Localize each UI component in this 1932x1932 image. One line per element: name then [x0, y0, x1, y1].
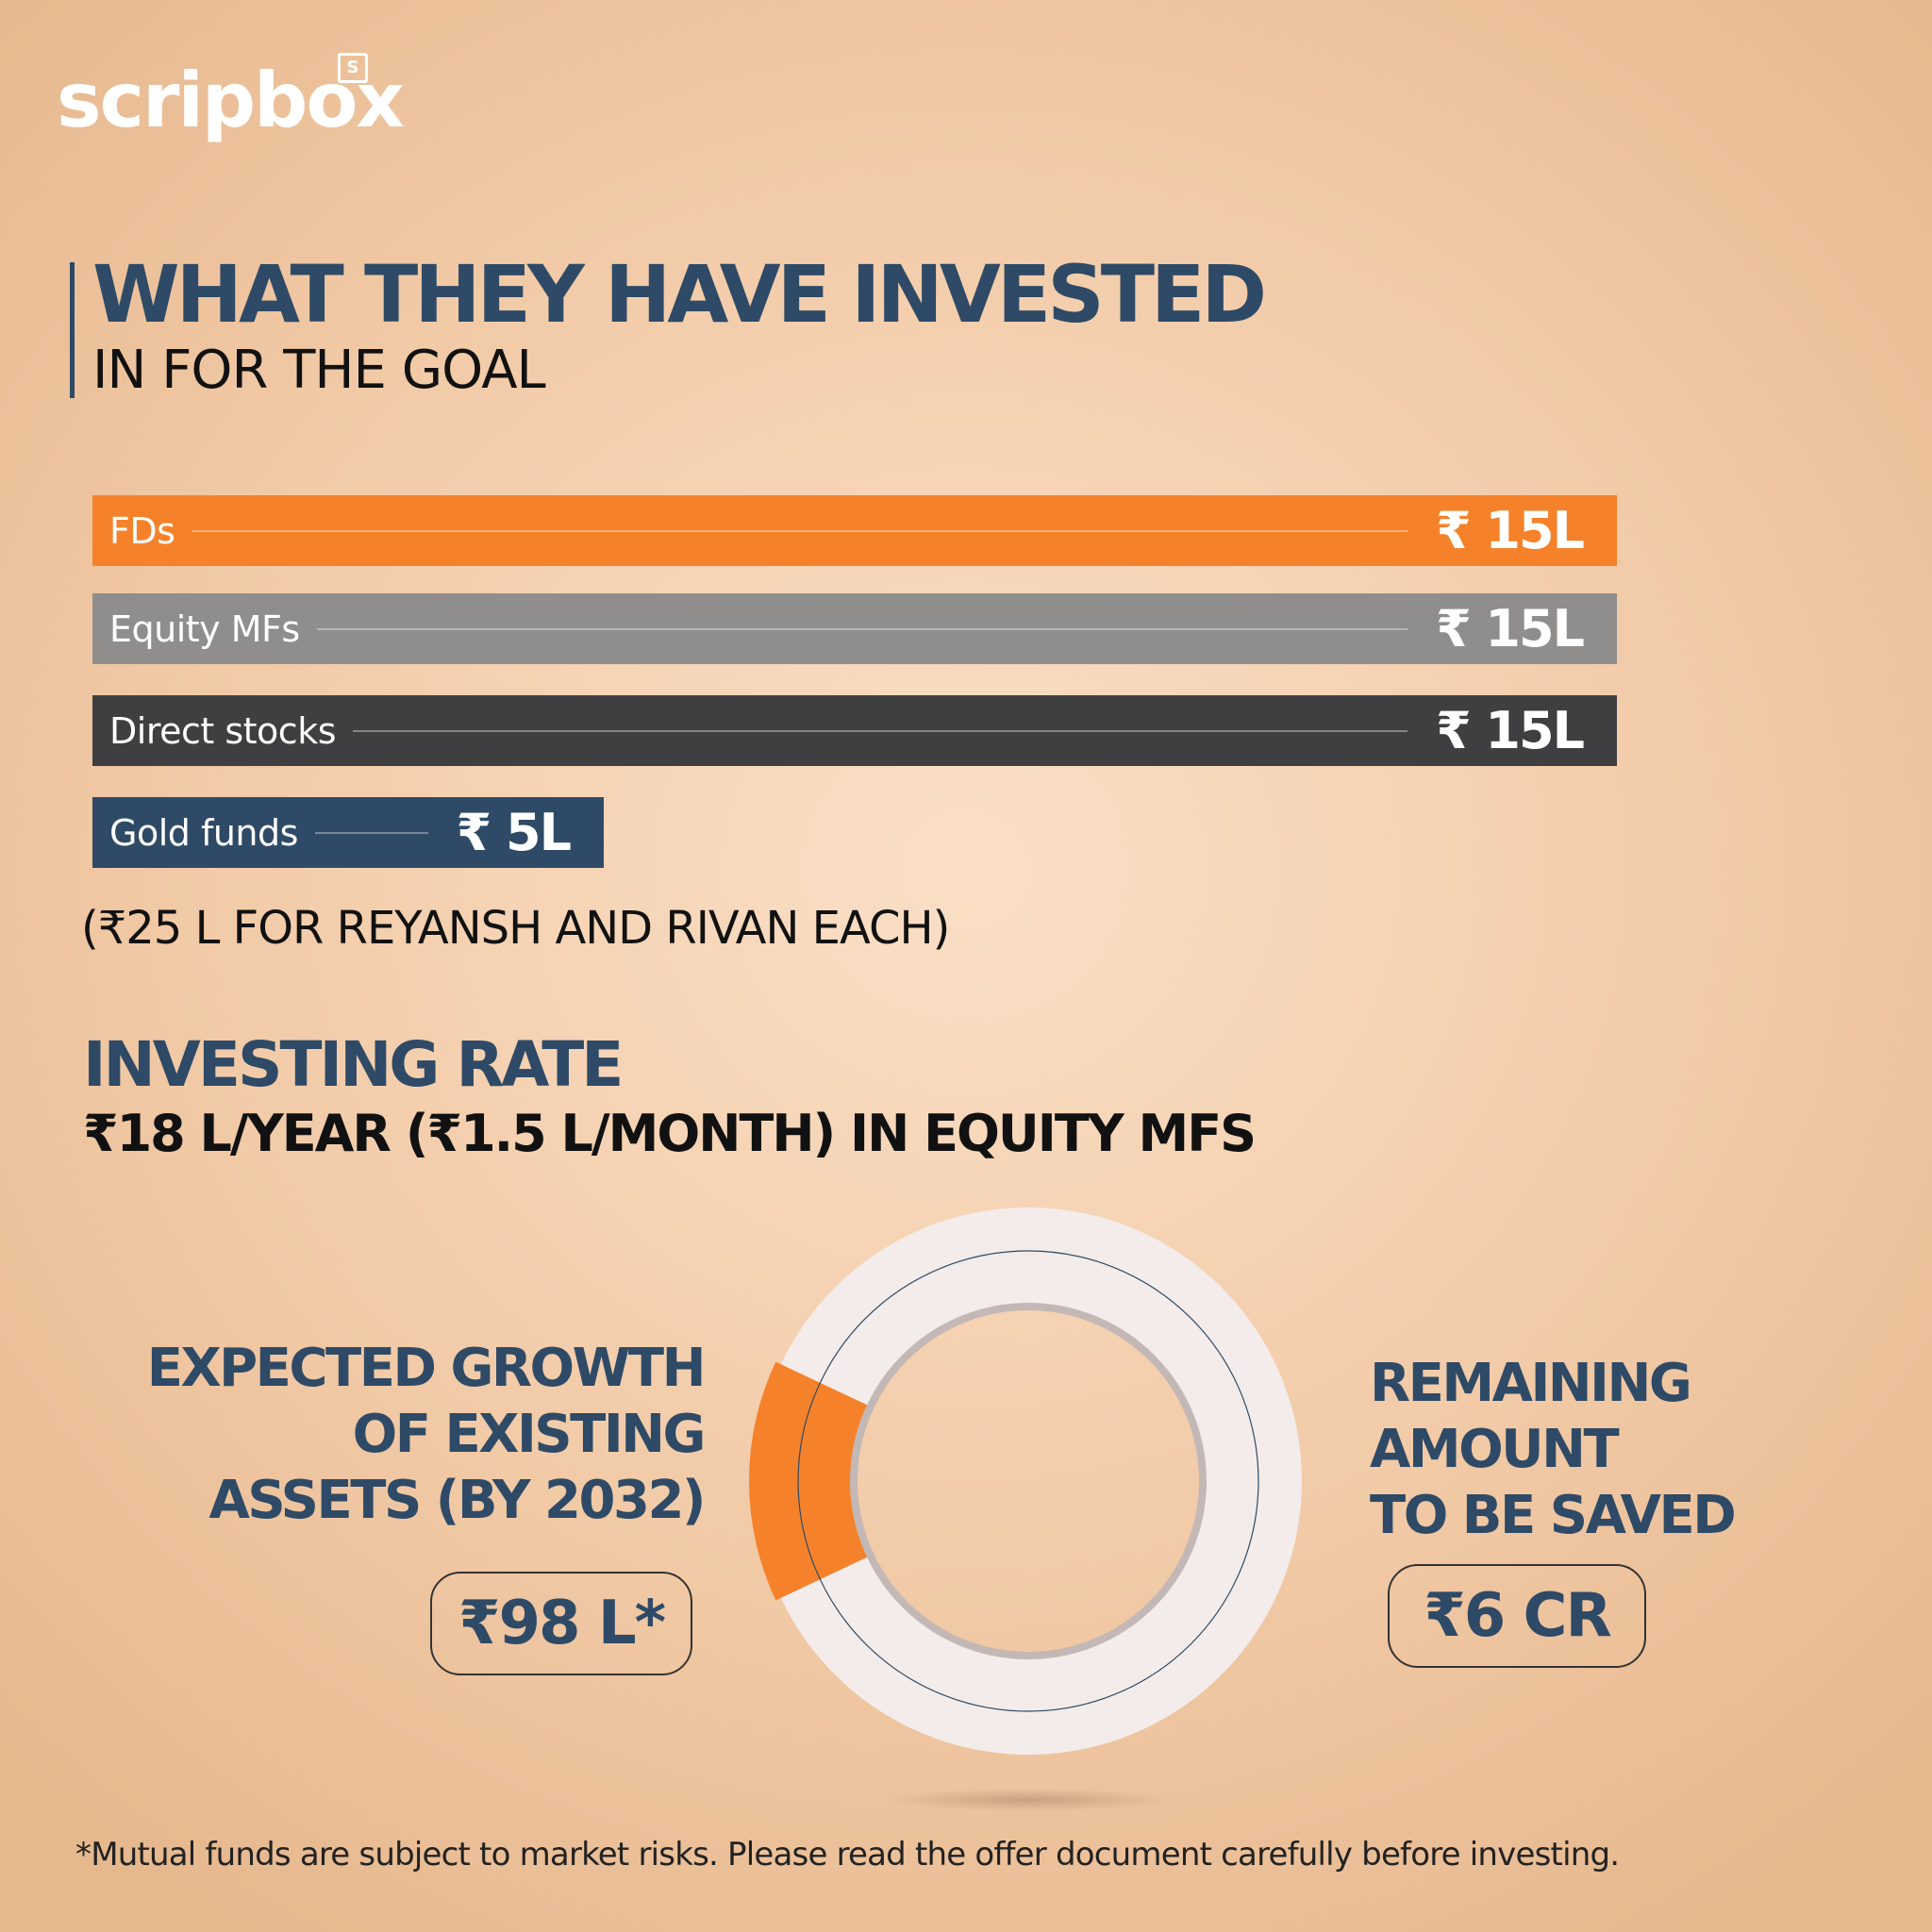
remaining-amount-heading: REMAINING AMOUNT TO BE SAVED	[1370, 1351, 1860, 1549]
donut-inner-ring	[797, 1250, 1259, 1712]
bar-value: ₹ 15L	[1436, 599, 1585, 658]
brand-logo: scripbox	[57, 57, 405, 144]
bar-equity-mfs: Equity MFs ₹ 15L	[92, 593, 1617, 664]
bar-label: FDs	[109, 509, 175, 552]
heading-line: REMAINING	[1370, 1353, 1692, 1414]
remaining-amount-value: ₹6 CR	[1388, 1564, 1646, 1668]
bar-leader-line	[353, 729, 1408, 732]
donut-shadow	[887, 1789, 1170, 1811]
bar-label: Gold funds	[109, 811, 298, 854]
bar-value: ₹ 15L	[1436, 501, 1585, 560]
investing-rate-heading: INVESTING RATE	[83, 1028, 624, 1101]
bar-leader-line	[316, 627, 1408, 630]
heading-line: ASSETS (BY 2032)	[208, 1470, 707, 1531]
allocation-note: (₹25 L FOR REYANSH AND RIVAN EACH)	[81, 902, 950, 955]
bar-fds: FDs ₹ 15L	[92, 495, 1617, 566]
donut-chart	[749, 1208, 1302, 1811]
bar-leader-line	[314, 831, 428, 834]
heading-line: OF EXISTING	[352, 1404, 707, 1465]
donut-slice-expected-growth	[749, 1361, 871, 1601]
title-accent-bar	[70, 262, 75, 398]
heading-line: TO BE SAVED	[1370, 1485, 1737, 1546]
bar-value: ₹ 15L	[1436, 701, 1585, 760]
expected-growth-heading: EXPECTED GROWTH OF EXISTING ASSETS (BY 2…	[119, 1336, 707, 1534]
donut-slice-remaining	[780, 1208, 1302, 1755]
disclaimer: *Mutual funds are subject to market risk…	[75, 1836, 1620, 1874]
bar-value: ₹ 5L	[456, 803, 572, 862]
investing-rate-detail: ₹18 L/YEAR (₹1.5 L/MONTH) IN EQUITY MFS	[83, 1104, 1257, 1163]
bar-direct-stocks: Direct stocks ₹ 15L	[92, 695, 1617, 766]
page-title: WHAT THEY HAVE INVESTED	[92, 248, 1267, 341]
page-subtitle: IN FOR THE GOAL	[92, 340, 546, 401]
bar-leader-line	[192, 529, 1408, 532]
donut-hole-rim	[850, 1303, 1207, 1659]
expected-growth-value: ₹98 L*	[430, 1572, 692, 1675]
bar-label: Direct stocks	[109, 709, 337, 752]
logo-badge-icon: S	[338, 53, 368, 83]
bar-gold-funds: Gold funds ₹ 5L	[92, 797, 604, 868]
heading-line: EXPECTED GROWTH	[146, 1338, 707, 1399]
bar-label: Equity MFs	[109, 608, 300, 650]
heading-line: AMOUNT	[1370, 1419, 1620, 1480]
